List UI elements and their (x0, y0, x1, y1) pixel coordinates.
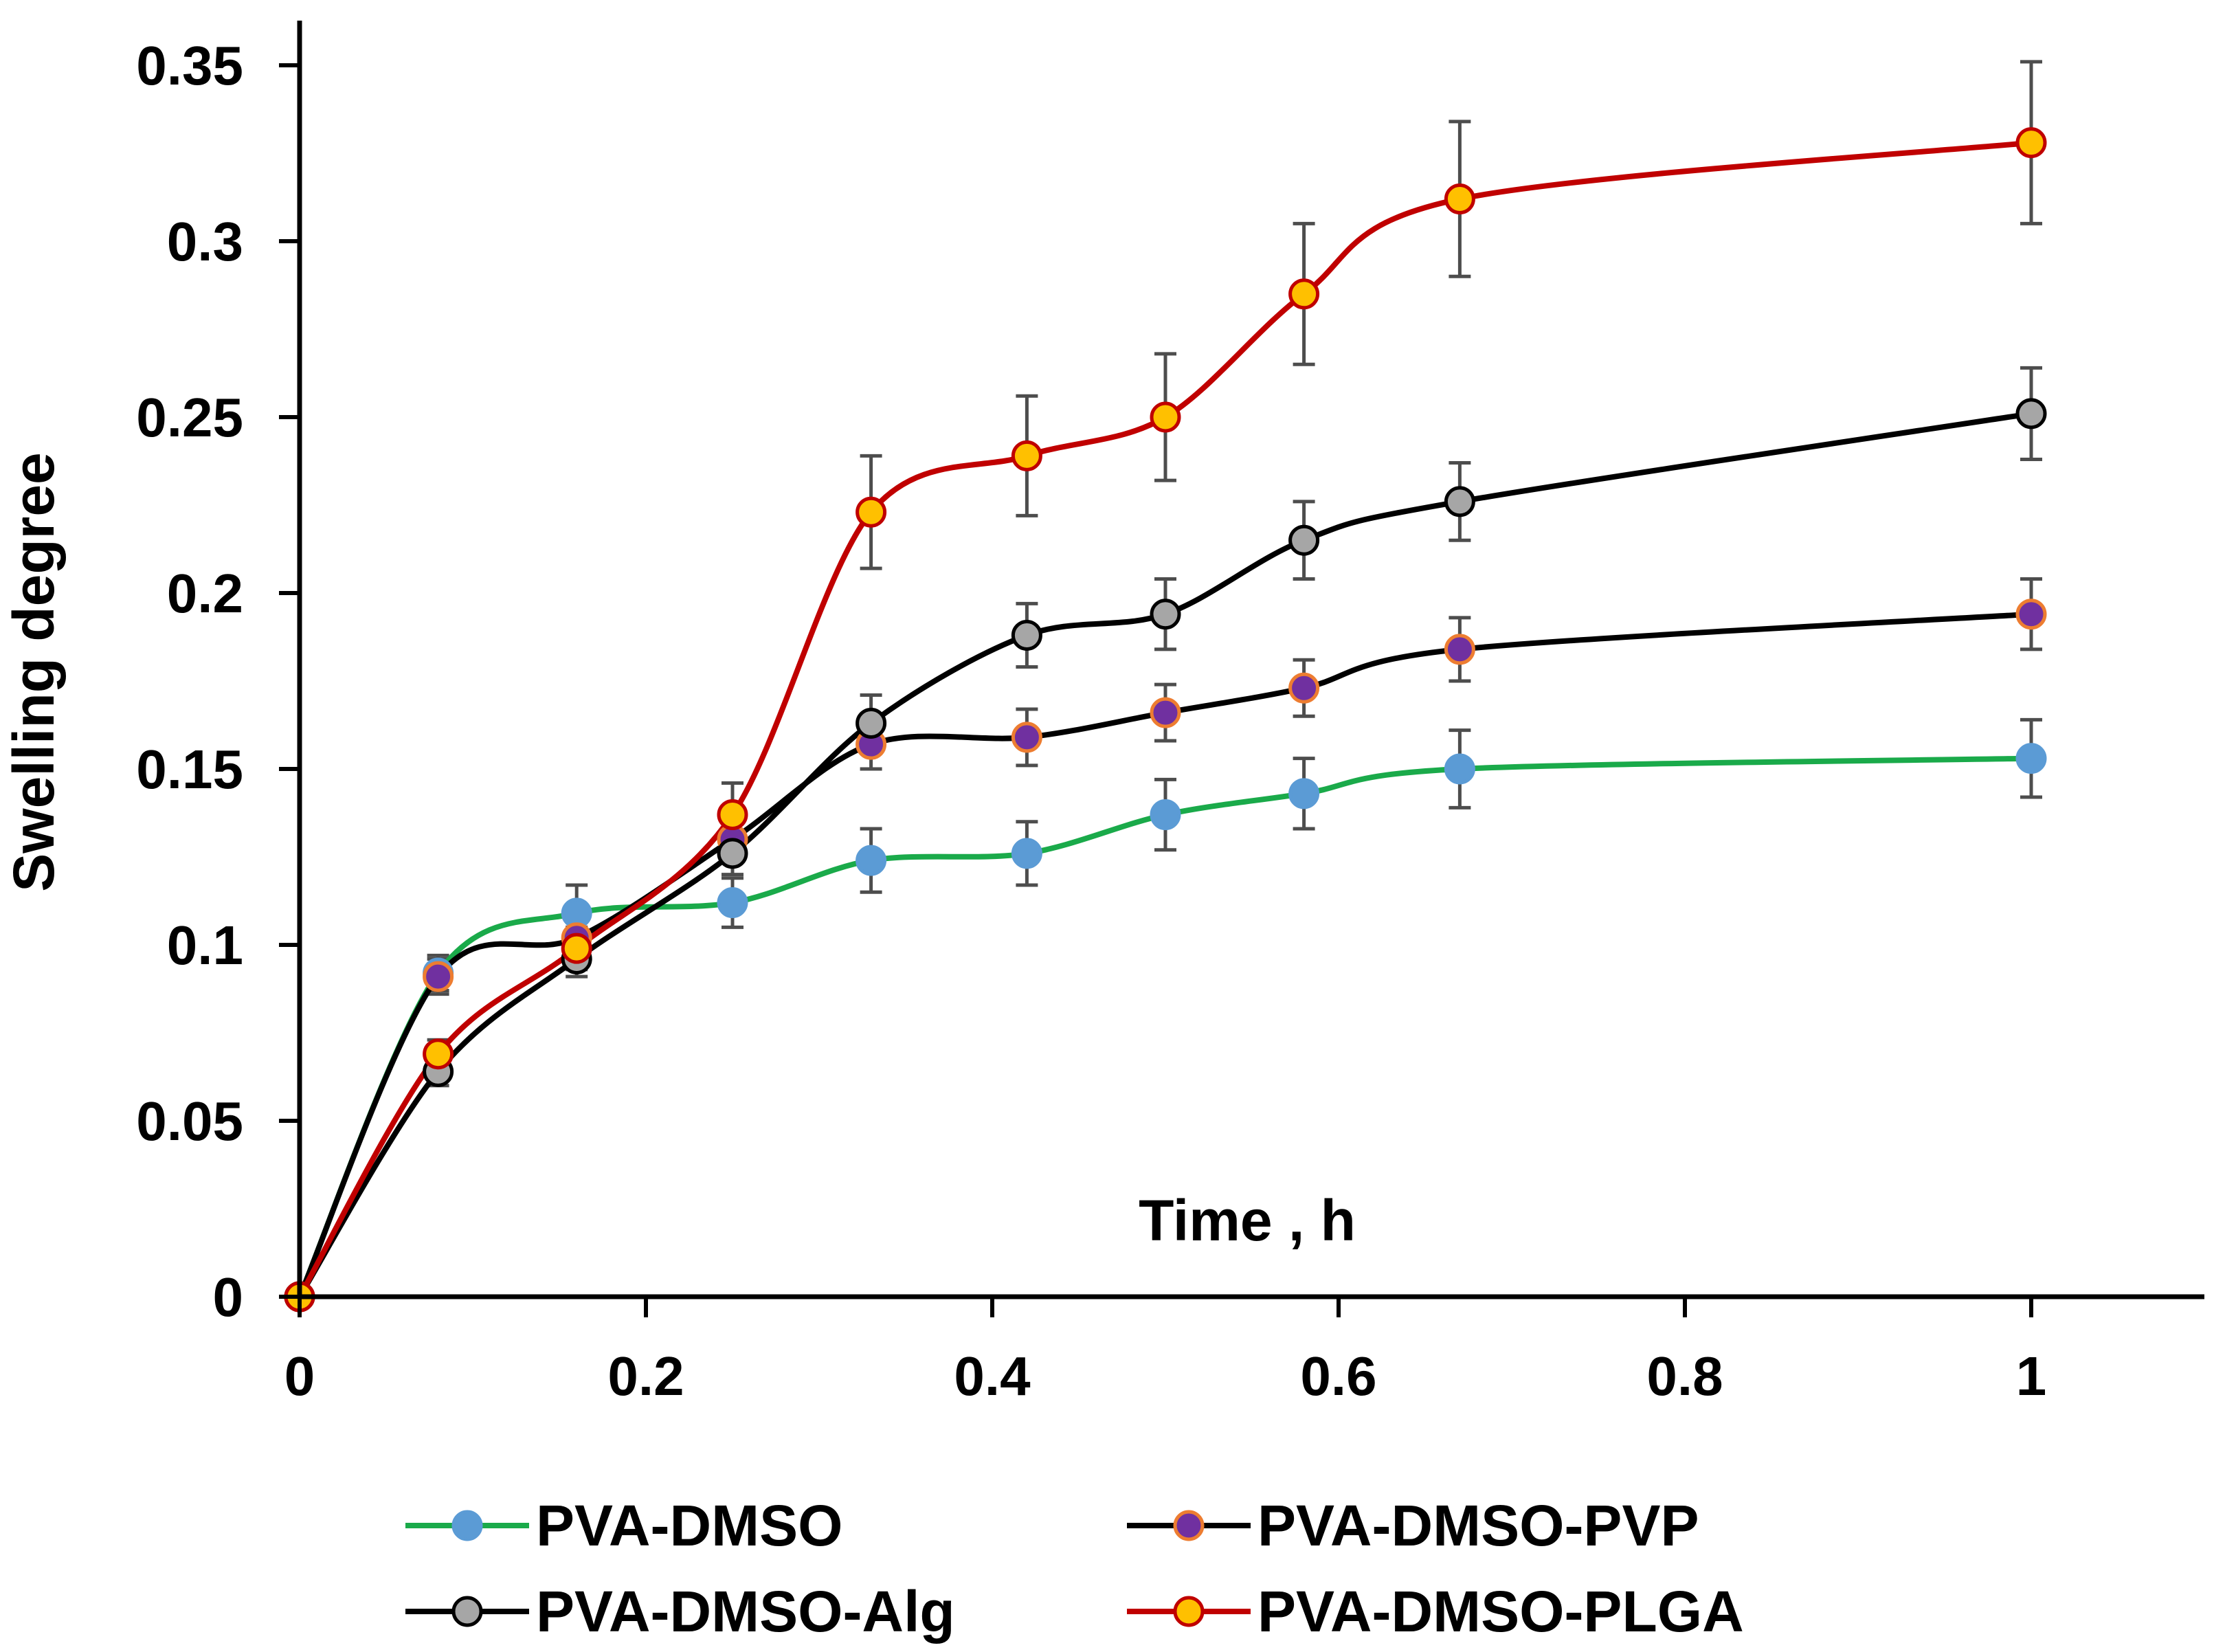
y-tick-label: 0.05 (136, 1091, 243, 1152)
data-point-pva-dmso-alg-7 (1288, 524, 1320, 556)
data-point-pva-dmso-5 (1011, 838, 1042, 869)
data-point-pva-dmso-pvp-8 (1444, 634, 1475, 665)
legend-item-pva-dmso-plga: PVA-DMSO-PLGA (1127, 1579, 1744, 1644)
data-point-pva-dmso-4 (856, 845, 887, 876)
data-point-pva-dmso-alg-8 (1444, 486, 1475, 517)
data-point-pva-dmso-8 (1444, 753, 1475, 785)
data-point-pva-dmso-pvp-1 (423, 961, 454, 992)
y-tick-label: 0.15 (136, 739, 243, 800)
legend-item-pva-dmso-alg: PVA-DMSO-Alg (405, 1579, 955, 1644)
data-point-pva-dmso-plga-7 (1288, 278, 1320, 310)
legend-label: PVA-DMSO-Alg (536, 1579, 955, 1644)
legend-marker (1173, 1510, 1205, 1541)
series-line-pva-dmso-alg (297, 410, 2032, 1299)
data-point-pva-dmso-alg-3 (717, 838, 748, 869)
legend-marker (1173, 1596, 1205, 1627)
data-point-pva-dmso-alg-9 (2015, 398, 2047, 429)
x-tick-label: 0 (284, 1346, 315, 1407)
y-tick-label: 0 (213, 1266, 244, 1328)
x-tick-label: 0.2 (607, 1346, 684, 1407)
data-point-pva-dmso-alg-5 (1011, 619, 1042, 651)
y-axis-title: Swelling degree (1, 452, 66, 892)
legend-item-pva-dmso-pvp: PVA-DMSO-PVP (1127, 1493, 1699, 1558)
data-point-pva-dmso-pvp-9 (2015, 599, 2047, 630)
data-point-pva-dmso-9 (2015, 743, 2047, 774)
data-point-pva-dmso-pvp-7 (1288, 672, 1320, 704)
data-point-pva-dmso-pvp-6 (1150, 697, 1181, 728)
legend: PVA-DMSO PVA-DMSO-PVP PVA-DMSO-Alg PVA-DMSO… (405, 1493, 1744, 1644)
data-point-pva-dmso-plga-6 (1150, 401, 1181, 433)
data-point-pva-dmso-plga-3 (717, 799, 748, 831)
legend-marker (451, 1510, 483, 1541)
data-point-pva-dmso-plga-9 (2015, 127, 2047, 159)
data-point-pva-dmso-7 (1288, 778, 1320, 810)
x-tick-label: 0.8 (1646, 1346, 1723, 1407)
data-point-pva-dmso-alg-6 (1150, 599, 1181, 630)
data-point-pva-dmso-plga-4 (856, 496, 887, 528)
data-point-pva-dmso-plga-8 (1444, 183, 1475, 215)
legend-marker (451, 1596, 483, 1627)
y-tick-label: 0.35 (136, 35, 243, 96)
data-point-pva-dmso-pvp-5 (1011, 722, 1042, 753)
data-point-pva-dmso-plga-1 (423, 1038, 454, 1070)
axes (279, 21, 2204, 1317)
data-point-pva-dmso-alg-4 (856, 707, 887, 739)
data-point-pva-dmso-plga-5 (1011, 440, 1042, 471)
x-tick-label: 1 (2016, 1346, 2047, 1407)
x-tick-label: 0.6 (1300, 1346, 1376, 1407)
legend-item-pva-dmso: PVA-DMSO (405, 1493, 842, 1558)
data-point-pva-dmso-plga-2 (561, 933, 592, 964)
y-tick-label: 0.2 (167, 563, 243, 624)
data-point-pva-dmso-6 (1150, 799, 1181, 831)
y-tick-label: 0.25 (136, 387, 243, 448)
legend-label: PVA-DMSO-PVP (1257, 1493, 1699, 1558)
x-tick-label: 0.4 (954, 1346, 1031, 1407)
legend-label: PVA-DMSO-PLGA (1257, 1579, 1744, 1644)
y-tick-label: 0.1 (167, 915, 243, 976)
error-bars (427, 60, 2042, 1088)
data-point-pva-dmso-3 (717, 887, 748, 919)
tick-labels: 0 0.05 0.1 0.15 0.2 0.25 0.3 0.35 0 0.2 0.4 0.6 0.8 1 (136, 35, 2046, 1407)
y-tick-label: 0.3 (167, 211, 243, 272)
series-markers (284, 127, 2047, 1313)
legend-label: PVA-DMSO (536, 1493, 842, 1558)
x-axis-title: Time , h (1139, 1188, 1356, 1253)
